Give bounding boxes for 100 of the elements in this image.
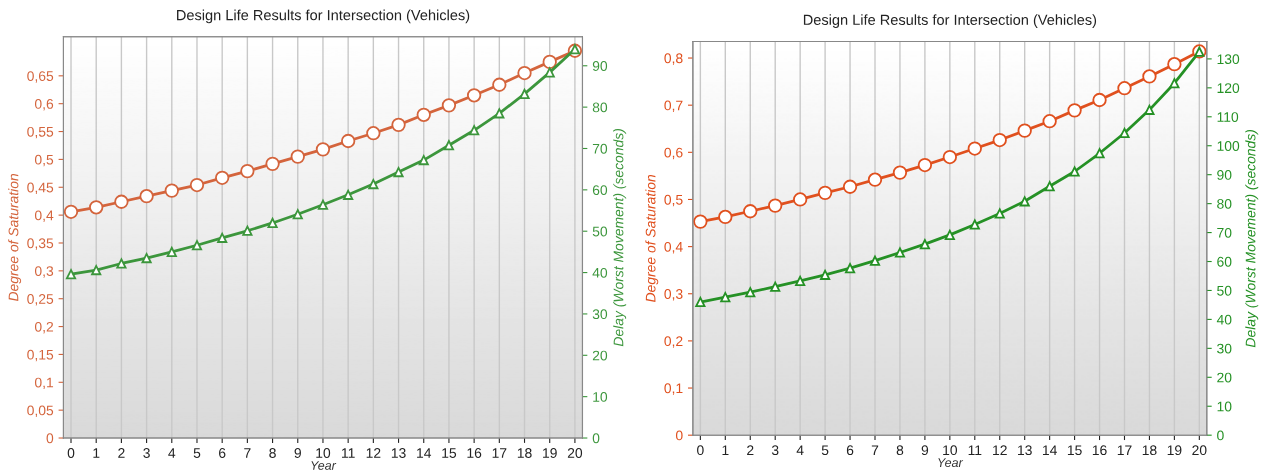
y-tick-label: 0,4	[664, 241, 683, 254]
point	[1167, 57, 1182, 72]
point	[544, 67, 555, 78]
point	[842, 179, 858, 194]
y-tick-label: 0,25	[27, 294, 54, 306]
point	[770, 281, 781, 292]
y2-tick-label: 110	[1217, 112, 1239, 122]
point	[191, 240, 203, 251]
y2-tick-label: 100	[1217, 141, 1240, 151]
point	[1019, 196, 1030, 207]
point	[519, 88, 530, 99]
x-tick-label: 20	[1192, 445, 1207, 456]
point	[743, 204, 758, 219]
chart-title: Design Life Results for Intersection (Vehicles)	[803, 14, 1097, 28]
y2-tick-label: 10	[593, 391, 608, 402]
y2-tick-label: 0	[1217, 430, 1224, 441]
point	[343, 189, 354, 200]
x-tick-label: 3	[143, 448, 150, 458]
point	[969, 219, 980, 230]
x-tick-label: 13	[1018, 445, 1032, 456]
y2-tick-label: 50	[592, 226, 608, 237]
x-tick-label: 19	[1167, 445, 1182, 456]
y2-tick-label: 60	[592, 185, 608, 196]
y-tick-label: 0,35	[27, 238, 54, 250]
x-tick-label: 1	[93, 448, 100, 458]
y2-tick-label: 90	[1217, 170, 1232, 180]
point	[768, 198, 783, 213]
point	[1092, 92, 1107, 108]
point	[1042, 114, 1057, 129]
point	[114, 194, 129, 209]
y2-tick-label: 40	[1216, 314, 1232, 325]
point	[63, 204, 79, 219]
y-tick-label: 0,7	[664, 100, 683, 112]
point	[315, 142, 331, 157]
x-tick-label: 10	[316, 448, 331, 458]
y2-tick-label: 130	[1217, 54, 1240, 65]
point	[693, 214, 708, 229]
y-axis-title: Degree of Saturation	[645, 174, 659, 303]
y-tick-label: 0,1	[34, 377, 54, 390]
point	[494, 108, 505, 119]
x-tick-label: 5	[821, 445, 829, 456]
point	[393, 166, 404, 178]
x-tick-label: 13	[391, 448, 406, 458]
point	[89, 200, 104, 215]
point	[65, 269, 77, 280]
x-axis-title: Year	[938, 458, 964, 468]
y2-tick-label: 30	[592, 309, 608, 320]
point	[1069, 166, 1080, 177]
point	[466, 88, 482, 103]
point	[820, 269, 831, 280]
point	[942, 149, 958, 165]
y-tick-label: 0,4	[34, 210, 54, 222]
y-tick-label: 0,15	[27, 349, 54, 362]
y-tick-label: 0,8	[664, 53, 683, 65]
point	[867, 172, 883, 187]
y2-tick-label: 30	[1217, 343, 1232, 354]
chart-title: Design Life Results for Intersection (Vehicles)	[177, 9, 470, 24]
y2-tick-label: 60	[1217, 256, 1232, 267]
point	[1144, 104, 1155, 115]
y2-tick-label: 40	[592, 267, 608, 278]
point	[139, 189, 154, 204]
x-tick-label: 12	[366, 448, 381, 458]
x-tick-label: 18	[517, 448, 532, 458]
point	[695, 296, 706, 308]
point	[967, 141, 982, 156]
x-tick-label: 0	[697, 445, 704, 456]
x-tick-label: 16	[467, 448, 482, 458]
y-tick-label: 0,6	[664, 147, 683, 160]
x-tick-label: 6	[846, 445, 854, 456]
x-tick-label: 0	[67, 448, 75, 458]
x-tick-label: 20	[567, 448, 583, 458]
x-tick-label: 3	[771, 445, 779, 456]
point	[944, 229, 955, 240]
x-tick-label: 8	[896, 445, 904, 456]
point	[341, 133, 356, 149]
point	[166, 246, 177, 257]
x-tick-label: 4	[168, 448, 176, 458]
x-tick-label: 14	[1042, 445, 1057, 455]
point	[817, 185, 833, 201]
point	[718, 209, 733, 225]
x-tick-label: 18	[1142, 445, 1157, 456]
point	[1094, 148, 1105, 159]
point	[919, 239, 930, 250]
y-tick-label: 0,6	[34, 99, 54, 111]
y-tick-label: 0	[46, 433, 54, 444]
point	[542, 54, 557, 70]
point	[492, 77, 507, 92]
point	[745, 287, 756, 298]
y-tick-label: 0	[675, 430, 683, 441]
point	[317, 199, 329, 210]
x-tick-label: 5	[193, 448, 201, 458]
point	[267, 217, 278, 229]
point	[240, 163, 255, 179]
x-tick-label: 12	[993, 445, 1007, 455]
point	[443, 140, 455, 151]
point	[1142, 69, 1157, 84]
y-tick-label: 0,45	[27, 182, 54, 195]
point	[366, 126, 381, 141]
point	[116, 258, 127, 269]
point	[1044, 181, 1055, 192]
